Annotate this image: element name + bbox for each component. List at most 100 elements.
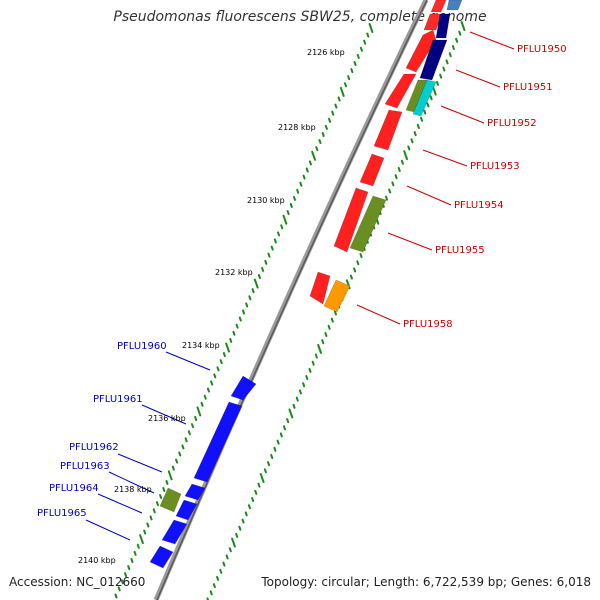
tick-mark: [117, 586, 121, 592]
tick-mark: [439, 73, 443, 79]
gene-label-pflu1958[interactable]: PFLU1958: [403, 319, 453, 330]
gene-label-pflu1952[interactable]: PFLU1952: [487, 118, 537, 129]
kbp-label: 2138 kbp: [114, 485, 152, 494]
tick-mark: [318, 139, 322, 145]
tick-mark: [251, 288, 255, 294]
gene-label-pflu1950[interactable]: PFLU1950: [517, 44, 567, 55]
tick-mark: [263, 468, 267, 474]
tick-mark: [363, 39, 367, 45]
tick-mark: [267, 252, 271, 258]
tick-mark: [228, 547, 232, 553]
callout-line: [117, 453, 163, 473]
tick-mark: [196, 406, 202, 417]
tick-mark: [410, 138, 414, 144]
tick-mark: [327, 324, 331, 330]
tick-mark: [124, 572, 128, 578]
gene-label-pflu1953[interactable]: PFLU1953: [470, 161, 520, 172]
kbp-label: 2132 kbp: [215, 268, 253, 277]
forward-gene-labels: PFLU1950 PFLU1951 PFLU1952 PFLU1953 PFLU…: [403, 44, 567, 330]
tick-mark: [407, 145, 411, 151]
gene-label-pflu1964[interactable]: PFLU1964: [49, 483, 99, 494]
gene-arrow-forward: [435, 13, 451, 39]
tick-mark: [420, 116, 424, 122]
tick-mark: [413, 131, 417, 137]
tick-mark: [321, 132, 325, 137]
tick-mark: [194, 416, 198, 421]
tick-mark: [337, 96, 341, 102]
tick-mark: [331, 110, 335, 116]
tick-mark: [245, 302, 249, 308]
tick-mark: [219, 359, 223, 365]
gene-label-pflu1954[interactable]: PFLU1954: [454, 200, 504, 211]
tick-mark: [353, 267, 357, 273]
backbone-edge: [156, 0, 428, 600]
tick-mark: [270, 454, 274, 459]
tick-mark: [210, 380, 214, 386]
callout-line: [108, 471, 155, 494]
tick-mark: [241, 518, 245, 524]
gene-arrow-reverse: [184, 483, 206, 501]
tick-mark: [175, 458, 179, 464]
gene-arrow-forward: [412, 79, 437, 117]
tick-mark: [445, 59, 449, 65]
tick-mark: [247, 504, 251, 510]
gene-label-pflu1961[interactable]: PFLU1961: [93, 394, 143, 405]
tick-mark: [448, 52, 452, 58]
tick-mark: [339, 86, 345, 97]
tick-mark: [416, 123, 420, 129]
kbp-label: 2140 kbp: [78, 556, 116, 565]
tick-mark: [225, 342, 230, 353]
tick-mark: [171, 465, 175, 471]
tick-mark: [296, 188, 300, 194]
tick-mark: [286, 418, 290, 424]
tick-mark: [273, 446, 277, 452]
tick-mark: [356, 53, 360, 59]
tick-mark: [229, 337, 233, 343]
gene-features: [149, 0, 463, 569]
gene-arrow-forward: [419, 39, 448, 81]
tick-mark: [349, 274, 353, 280]
tick-mark: [302, 382, 306, 388]
tick-mark: [254, 489, 258, 495]
tick-mark: [423, 109, 427, 115]
gene-label-pflu1960[interactable]: PFLU1960: [117, 341, 167, 352]
gene-arrow-reverse: [161, 519, 188, 545]
gene-label-pflu1955[interactable]: PFLU1955: [435, 245, 485, 256]
tick-mark: [244, 511, 248, 517]
tick-mark: [458, 30, 462, 36]
tick-mark: [235, 323, 239, 329]
tick-mark: [305, 167, 309, 173]
gene-label-pflu1965[interactable]: PFLU1965: [37, 508, 87, 519]
tick-mark: [442, 66, 446, 72]
tick-mark: [324, 332, 328, 338]
tick-mark: [178, 451, 182, 457]
tick-mark: [391, 181, 395, 187]
tick-mark: [397, 167, 401, 172]
callout-line: [455, 69, 501, 88]
gene-arrow-forward: [423, 13, 443, 31]
tick-mark: [292, 403, 296, 409]
tick-mark: [200, 401, 204, 407]
tick-mark: [292, 195, 297, 201]
gene-callouts: [85, 31, 515, 541]
gene-arrow-forward: [430, 0, 447, 13]
tick-mark: [277, 231, 281, 237]
tick-mark: [209, 590, 213, 596]
gene-label-pflu1962[interactable]: PFLU1962: [69, 442, 119, 453]
tick-mark: [235, 532, 239, 538]
gene-label-pflu1951[interactable]: PFLU1951: [503, 82, 553, 93]
gene-arrow-forward: [309, 271, 331, 305]
tick-mark: [273, 238, 277, 244]
tick-mark: [353, 61, 357, 66]
tick-mark: [120, 579, 124, 585]
gene-label-pflu1963[interactable]: PFLU1963: [60, 461, 110, 472]
gene-arrow-reverse: [159, 487, 182, 513]
tick-mark: [321, 339, 325, 345]
tick-mark: [203, 394, 207, 400]
tick-mark: [212, 583, 216, 589]
tick-mark: [257, 274, 261, 279]
tick-mark: [330, 317, 334, 323]
tick-mark: [165, 479, 169, 485]
tick-mark: [289, 203, 293, 208]
